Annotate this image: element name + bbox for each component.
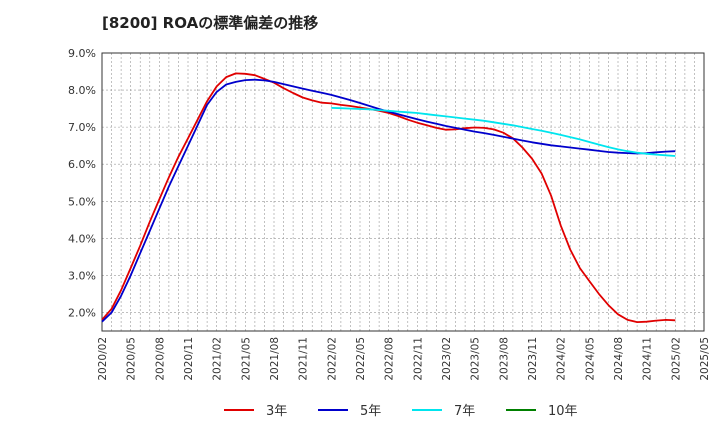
x-tick-label: 2021/05 — [240, 337, 252, 381]
x-tick-label: 2024/05 — [584, 337, 596, 381]
x-tick-label: 2024/11 — [642, 337, 654, 381]
series-line-1 — [101, 72, 676, 324]
x-tick-label: 2023/08 — [498, 337, 510, 381]
legend-label-2: 5年 — [360, 404, 381, 419]
x-tick-label: 2020/11 — [183, 337, 195, 381]
legend-label-3: 7年 — [454, 404, 475, 419]
y-tick-label: 7.0% — [68, 121, 96, 134]
y-tick-label: 5.0% — [68, 195, 96, 208]
x-tick-label: 2023/11 — [527, 337, 539, 381]
x-tick-label: 2022/08 — [384, 337, 396, 381]
plot-border — [101, 52, 705, 332]
legend-label-4: 10年 — [548, 404, 578, 419]
chart-title: [8200] ROAの標準偏差の推移 — [102, 14, 319, 32]
series-line-3 — [331, 107, 676, 157]
x-tick-label: 2023/05 — [470, 337, 482, 381]
x-tick-label: 2025/02 — [670, 337, 682, 381]
x-tick-label: 2020/08 — [154, 337, 166, 381]
y-tick-label: 9.0% — [68, 47, 96, 60]
x-tick-label: 2024/08 — [613, 337, 625, 381]
x-tick-label: 2022/11 — [412, 337, 424, 381]
x-tick-label: 2021/11 — [298, 337, 310, 381]
y-tick-label: 6.0% — [68, 158, 96, 171]
x-tick-label: 2020/02 — [97, 337, 109, 381]
x-tick-label: 2025/05 — [699, 337, 711, 381]
x-tick-label: 2021/02 — [212, 337, 224, 381]
legend-label-1: 3年 — [266, 404, 287, 419]
x-tick-label: 2021/08 — [269, 337, 281, 381]
plot-area — [102, 53, 704, 331]
y-tick-label: 3.0% — [68, 269, 96, 282]
y-tick-label: 2.0% — [68, 306, 96, 319]
x-tick-label: 2020/05 — [126, 337, 138, 381]
x-tick-label: 2024/02 — [556, 337, 568, 381]
y-tick-label: 8.0% — [68, 84, 96, 97]
x-tick-label: 2022/02 — [326, 337, 338, 381]
x-tick-label: 2023/02 — [441, 337, 453, 381]
x-tick-label: 2022/05 — [355, 337, 367, 381]
y-tick-label: 4.0% — [68, 232, 96, 245]
